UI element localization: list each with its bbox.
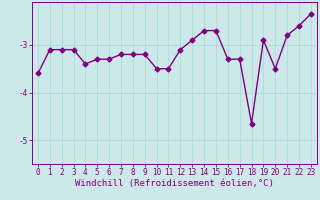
X-axis label: Windchill (Refroidissement éolien,°C): Windchill (Refroidissement éolien,°C): [75, 179, 274, 188]
